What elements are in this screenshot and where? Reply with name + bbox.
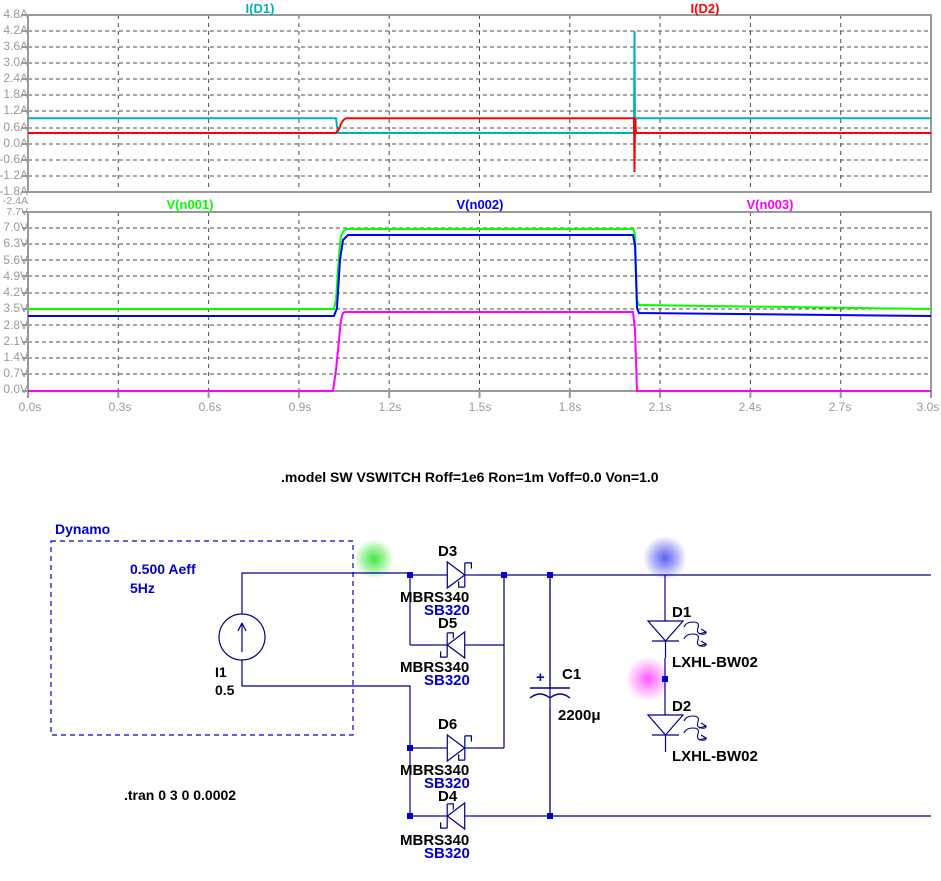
svg-text:0.5: 0.5 [215, 682, 235, 698]
svg-text:D5: D5 [438, 615, 457, 632]
svg-text:D2: D2 [672, 698, 691, 715]
svg-text:D6: D6 [438, 716, 457, 733]
svg-text:D1: D1 [672, 604, 691, 621]
svg-text:C1: C1 [562, 666, 581, 683]
svg-text:+: + [536, 669, 545, 686]
svg-text:0.500 Aeff: 0.500 Aeff [130, 561, 196, 577]
svg-text:2200μ: 2200μ [558, 707, 601, 724]
svg-text:LXHL-BW02: LXHL-BW02 [672, 748, 758, 765]
svg-text:I1: I1 [215, 664, 227, 680]
svg-text:D4: D4 [438, 788, 458, 805]
svg-text:D3: D3 [438, 543, 457, 560]
svg-text:5Hz: 5Hz [130, 580, 155, 596]
svg-text:SB320: SB320 [424, 845, 470, 862]
svg-text:SB320: SB320 [424, 672, 470, 689]
svg-text:LXHL-BW02: LXHL-BW02 [672, 654, 758, 671]
svg-text:Dynamo: Dynamo [55, 521, 110, 537]
